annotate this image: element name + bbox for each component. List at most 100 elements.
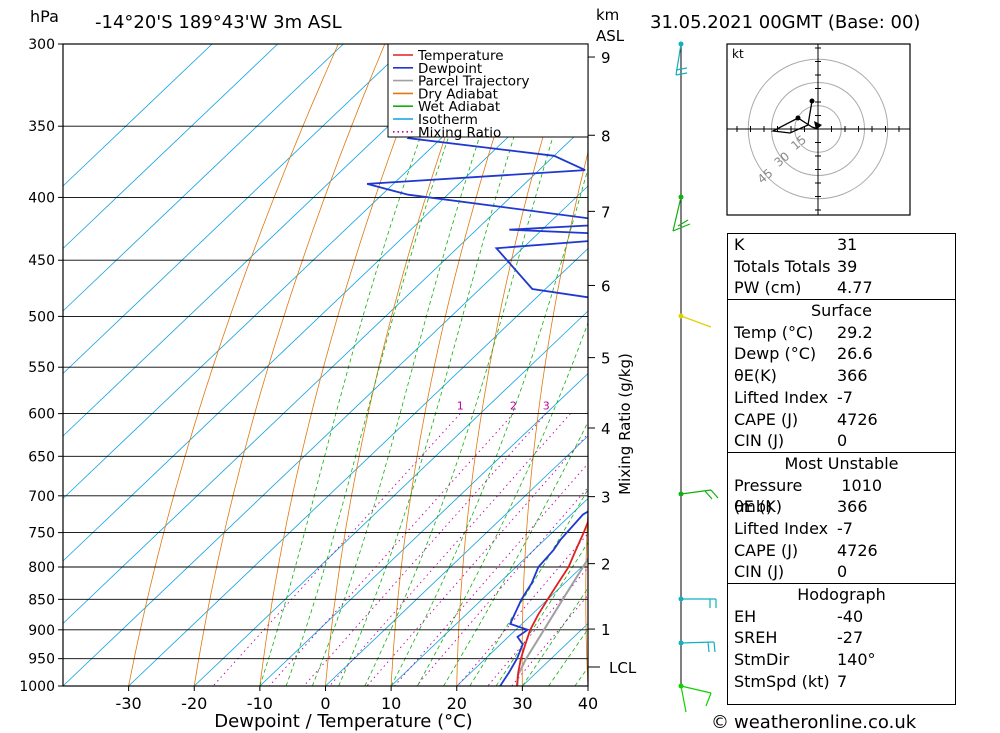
mixing-ratio-label: 1 (457, 400, 464, 413)
mixing-ratio-label: 15 (684, 400, 698, 413)
wind-barb (680, 641, 715, 644)
eh-row: EH -40 (734, 606, 864, 626)
temp-tick-label: -10 (247, 694, 273, 713)
pressure-tick-label: 700 (28, 489, 55, 505)
legend-label: Temperature (417, 48, 504, 64)
surface-theta-row: θE(K) 366 (734, 366, 868, 386)
wet-adiabat-line (469, 488, 588, 686)
parcel-trajectory-line (516, 556, 588, 686)
isotherm-line (63, 44, 279, 250)
wind-barb (675, 72, 688, 76)
isotherm-line (63, 44, 344, 312)
isotherm-line (63, 44, 475, 437)
dry-adiabat-line (193, 44, 386, 686)
km-tick-label: 8 (601, 127, 611, 145)
km-tick-label: 5 (601, 350, 611, 368)
surface-temp-row: Temp (°C) 29.2 (734, 322, 873, 342)
legend-label: Wet Adiabat (418, 99, 500, 115)
mixing-ratio-line (457, 532, 588, 686)
x-axis-label: Dewpoint / Temperature (°C) (214, 711, 472, 732)
temp-tick-label: -30 (116, 694, 142, 713)
km-tick-label: 4 (601, 420, 611, 438)
pressure-tick-label: 900 (28, 623, 55, 639)
legend-label: Parcel Trajectory (418, 74, 530, 90)
plot-frame (62, 43, 589, 687)
legend-label: Dewpoint (418, 61, 482, 77)
km-tick-label: 3 (601, 489, 611, 507)
hodograph-point (795, 115, 801, 121)
surface-section: Surface Temp (°C) 29.2 Dewp (°C) 26.6 θE(K… (728, 299, 955, 452)
pressure-tick-label: 600 (28, 407, 55, 423)
pressure-tick-label: 1000 (19, 679, 55, 695)
isotherm-line (325, 435, 588, 686)
isotherm-line (63, 60, 588, 562)
isotherm-line (63, 44, 213, 187)
wind-barb (672, 196, 682, 232)
isotherm-line (63, 185, 588, 686)
pressure-tick-label: 400 (28, 190, 55, 206)
wind-profile (672, 41, 719, 713)
km-tick-label: 7 (601, 203, 611, 221)
mu-li-row: Lifted Index -7 (734, 518, 853, 538)
km-label: km (596, 6, 619, 24)
pressure-tick-label: 800 (28, 560, 55, 576)
pressure-tick-label: 850 (28, 592, 55, 608)
wind-barb (705, 692, 712, 707)
sreh-row: SREH -27 (734, 628, 864, 648)
hpa-label: hPa (30, 7, 59, 26)
hodograph-trace (770, 100, 819, 134)
legend-label: Isotherm (418, 112, 478, 128)
wind-barb (680, 315, 712, 328)
km-tick-label: 6 (601, 277, 611, 295)
copyright-symbol: © (711, 712, 729, 733)
hodograph-unit: kt (732, 47, 744, 61)
lcl-label: LCL (609, 659, 637, 677)
isotherm-line (63, 44, 410, 375)
surface-dewp-row: Dewp (°C) 26.6 (734, 344, 873, 364)
mixing-ratio-line (212, 413, 461, 686)
mixing-ratio-line (416, 486, 588, 686)
hodograph-point (809, 98, 815, 104)
mixing-ratio-label: 2 (510, 400, 517, 413)
temp-tick-label: 20 (447, 694, 467, 713)
isotherm-line (390, 497, 588, 686)
mixing-ratio-label: 10 (645, 400, 659, 413)
dry-adiabat-line (981, 44, 1000, 686)
wind-barb (710, 489, 719, 499)
temp-tick-label: 40 (578, 694, 598, 713)
temp-tick-label: 0 (320, 694, 330, 713)
datetime-title: 31.05.2021 00GMT (Base: 00) (650, 12, 920, 33)
pw-row: PW (cm) 4.77 (734, 278, 873, 298)
legend-label: Dry Adiabat (418, 86, 498, 102)
pressure-tick-label: 950 (28, 652, 55, 668)
surface-title: Surface (811, 301, 872, 321)
isotherm-line (63, 44, 541, 500)
wind-barb (680, 489, 712, 495)
pressure-tick-label: 650 (28, 449, 55, 465)
surface-cin-row: CIN (J) 0 (734, 431, 848, 451)
wind-barb (704, 490, 713, 500)
chart-axes: 3003504004505005506006507007508008509009… (19, 37, 636, 732)
stmspd-row: StmSpd (kt) 7 (734, 671, 848, 691)
pressure-tick-label: 550 (28, 360, 55, 376)
mu-cin-row: CIN (J) 0 (734, 562, 848, 582)
dry-adiabat-line (128, 44, 339, 686)
most-unstable-section: Most Unstable Pressure (mb) 1010 θE (K) 36… (728, 451, 955, 583)
temp-tick-label: 30 (512, 694, 532, 713)
surface-cape-row: CAPE (J) 4726 (734, 409, 878, 429)
wind-barb (707, 641, 710, 653)
legend-label: Mixing Ratio (418, 125, 501, 141)
isotherm-line (193, 310, 588, 686)
stmdir-row: StmDir 140° (734, 650, 876, 670)
mixing-ratio-label: 6 (602, 400, 609, 413)
mixing-ratio-label: 20 (712, 400, 726, 413)
pressure-tick-label: 350 (28, 119, 55, 135)
mu-theta-row: θE (K) 366 (734, 497, 868, 517)
mixing-ratio-label: 3 (543, 400, 550, 413)
most-unstable-title: Most Unstable (784, 453, 899, 473)
wet-adiabat-line (312, 44, 512, 686)
wind-barb (677, 219, 689, 227)
legend-box (387, 43, 589, 138)
